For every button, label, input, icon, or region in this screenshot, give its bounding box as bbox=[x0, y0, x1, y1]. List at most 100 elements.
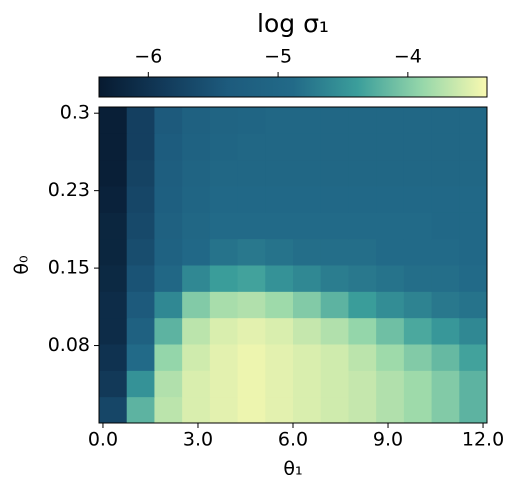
heatmap-cell bbox=[182, 133, 211, 161]
heatmap-cell bbox=[154, 159, 183, 187]
heatmap-cell bbox=[320, 317, 349, 345]
heatmap-cell bbox=[265, 133, 294, 161]
heatmap-cell bbox=[403, 370, 433, 398]
heatmap-cell bbox=[209, 107, 239, 134]
heatmap-cell bbox=[431, 133, 460, 161]
y-tick-label: 0.08 bbox=[48, 334, 90, 356]
heatmap-cell bbox=[293, 370, 322, 398]
heatmap-cell bbox=[320, 370, 349, 398]
heatmap-cell bbox=[348, 212, 377, 240]
heatmap-cell bbox=[403, 133, 433, 161]
heatmap-cell bbox=[348, 291, 377, 319]
heatmap-cell bbox=[182, 212, 211, 240]
heatmap-cell bbox=[348, 159, 377, 187]
heatmap-cell bbox=[265, 212, 294, 240]
heatmap-cell bbox=[459, 186, 488, 213]
heatmap-cell bbox=[293, 186, 322, 213]
heatmap-cell bbox=[459, 238, 488, 266]
heatmap-cell bbox=[320, 291, 349, 319]
heatmap-cell bbox=[265, 370, 294, 398]
heatmap-cell bbox=[459, 344, 488, 371]
heatmap-cell bbox=[99, 186, 128, 213]
heatmap-cell bbox=[99, 317, 128, 345]
heatmap-cell bbox=[403, 396, 433, 424]
heatmap-cell bbox=[459, 370, 488, 398]
x-tick-label: 0.0 bbox=[88, 429, 118, 451]
heatmap-cell bbox=[403, 159, 433, 187]
heatmap-cell bbox=[209, 370, 239, 398]
heatmap-cell bbox=[154, 291, 183, 319]
heatmap-cell bbox=[209, 344, 239, 371]
x-tick-label: 9.0 bbox=[373, 429, 403, 451]
heatmap-cell bbox=[182, 370, 211, 398]
heatmap-cell bbox=[209, 396, 239, 424]
heatmap-cell bbox=[265, 291, 294, 319]
heatmap-cell bbox=[293, 159, 322, 187]
heatmap-cell bbox=[265, 107, 294, 134]
heatmap-cell bbox=[348, 396, 377, 424]
heatmap-cell bbox=[99, 212, 128, 240]
heatmap-cell bbox=[403, 317, 433, 345]
heatmap-cell bbox=[403, 212, 433, 240]
heatmap-cell bbox=[265, 396, 294, 424]
heatmap-cell bbox=[126, 396, 155, 424]
heatmap-cell bbox=[265, 238, 294, 266]
heatmap-cell bbox=[237, 107, 266, 134]
heatmap-cell bbox=[154, 265, 183, 292]
heatmap-cell bbox=[376, 159, 405, 187]
heatmap-cell bbox=[431, 396, 460, 424]
heatmap-cell bbox=[403, 186, 433, 213]
heatmap-cell bbox=[209, 238, 239, 266]
heatmap-cell bbox=[237, 212, 266, 240]
heatmap-cell bbox=[237, 159, 266, 187]
heatmap-cell bbox=[376, 212, 405, 240]
heatmap-cell bbox=[99, 291, 128, 319]
heatmap-cell bbox=[209, 186, 239, 213]
heatmap-cell bbox=[126, 238, 155, 266]
heatmap-cell bbox=[154, 317, 183, 345]
x-axis-label: θ₁ bbox=[283, 458, 302, 480]
heatmap-cell bbox=[265, 159, 294, 187]
heatmap-cell bbox=[431, 238, 460, 266]
colorbar-tick-label: −6 bbox=[134, 46, 162, 68]
heatmap-cell bbox=[154, 370, 183, 398]
heatmap-cell bbox=[154, 107, 183, 134]
heatmap-cell bbox=[154, 186, 183, 213]
heatmap-cell bbox=[126, 212, 155, 240]
heatmap-cell bbox=[182, 107, 211, 134]
heatmap-cell bbox=[126, 291, 155, 319]
heatmap-cell bbox=[320, 159, 349, 187]
heatmap-cell bbox=[265, 265, 294, 292]
heatmap-cell bbox=[182, 396, 211, 424]
heatmap-cell bbox=[459, 265, 488, 292]
heatmap-cell bbox=[99, 344, 128, 371]
heatmap-cell bbox=[209, 265, 239, 292]
heatmap-cell bbox=[237, 370, 266, 398]
heatmap-cell bbox=[293, 133, 322, 161]
heatmap-cell bbox=[237, 317, 266, 345]
colorbar-tick-label: −5 bbox=[264, 46, 292, 68]
heatmap-cell bbox=[237, 291, 266, 319]
heatmap-cell bbox=[126, 107, 155, 134]
heatmap-cell bbox=[403, 107, 433, 134]
heatmap-cell bbox=[182, 291, 211, 319]
heatmap-cell bbox=[459, 396, 488, 424]
heatmap-cell bbox=[293, 107, 322, 134]
heatmap-cell bbox=[376, 265, 405, 292]
heatmap-cell bbox=[182, 159, 211, 187]
heatmap-cell bbox=[376, 133, 405, 161]
heatmap-cell bbox=[431, 212, 460, 240]
heatmap-cell bbox=[126, 344, 155, 371]
heatmap-cell bbox=[431, 317, 460, 345]
heatmap-cell bbox=[237, 238, 266, 266]
heatmap-cell bbox=[99, 159, 128, 187]
heatmap-cell bbox=[376, 238, 405, 266]
heatmap-cell bbox=[403, 291, 433, 319]
heatmap-cell bbox=[154, 344, 183, 371]
heatmap-cell bbox=[459, 291, 488, 319]
heatmap-cell bbox=[293, 344, 322, 371]
heatmap-cell bbox=[209, 291, 239, 319]
heatmap-cell bbox=[348, 344, 377, 371]
heatmap-cell bbox=[348, 370, 377, 398]
heatmap-cell bbox=[348, 186, 377, 213]
